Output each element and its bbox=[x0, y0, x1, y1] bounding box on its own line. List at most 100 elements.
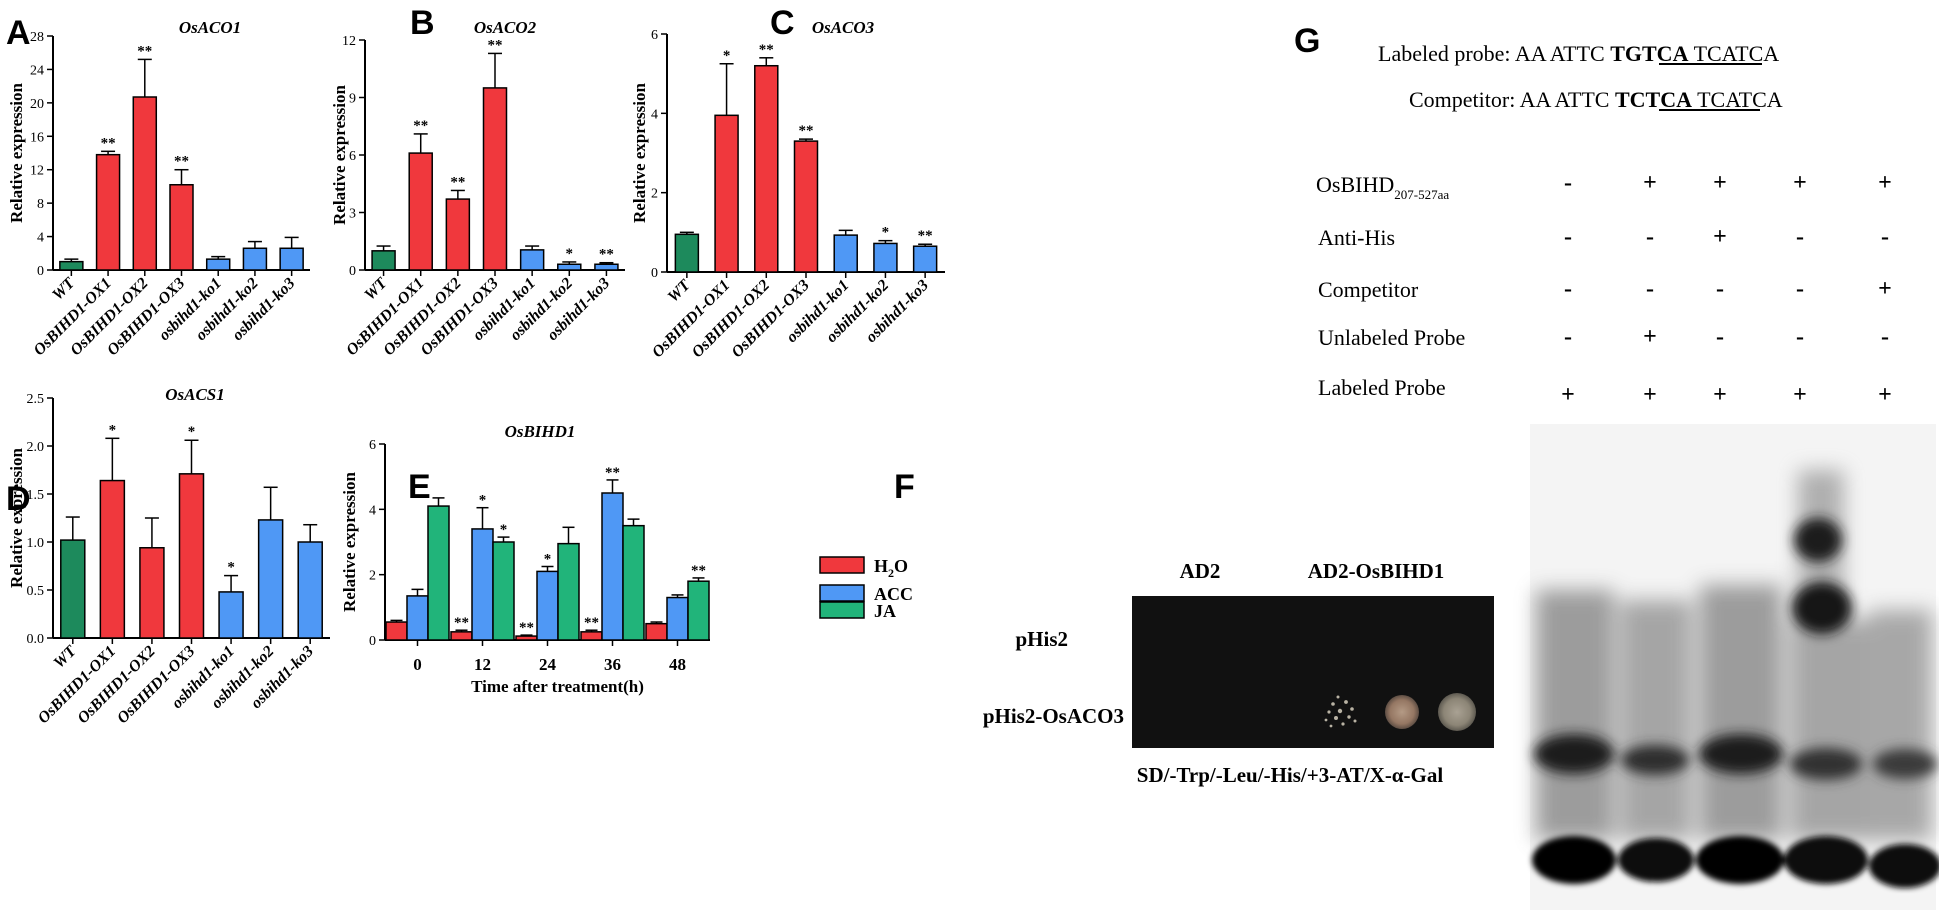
bar bbox=[178, 473, 205, 639]
significance-mark: ** bbox=[454, 615, 469, 631]
x-axis-label: Time after treatment(h) bbox=[471, 677, 644, 696]
significance-mark: ** bbox=[605, 465, 620, 481]
y-tick-label: 12 bbox=[30, 164, 44, 179]
significance-mark: ** bbox=[519, 620, 534, 636]
bar bbox=[471, 528, 494, 641]
legend-label-acc: ACC bbox=[874, 584, 913, 604]
bar bbox=[622, 524, 645, 641]
plus-sign: + bbox=[1878, 382, 1892, 408]
bar bbox=[445, 198, 471, 271]
plus-sign: + bbox=[1643, 170, 1657, 196]
significance-mark: * bbox=[479, 493, 487, 509]
y-tick-label: 0 bbox=[651, 266, 658, 281]
f-col-label-ad2: AD2 bbox=[1180, 559, 1221, 583]
significance-mark: ** bbox=[918, 228, 933, 244]
bar bbox=[371, 250, 396, 271]
bar bbox=[557, 263, 582, 271]
g-row-label-unlabeled-probe: Unlabeled Probe bbox=[1318, 325, 1465, 350]
panel-g-emsa: Labeled probe: AA ATTC TGTCA TCATCA Comp… bbox=[1316, 41, 1939, 910]
y-tick-label: 0 bbox=[349, 264, 356, 279]
bar bbox=[519, 249, 545, 271]
minus-sign: - bbox=[1716, 276, 1724, 302]
y-tick-label: 4 bbox=[37, 231, 44, 246]
chart-osaco1: OsACO1 0 4 8 12 16 20 24 28 Relative expression WT… bbox=[7, 18, 310, 359]
g-row-label-labeled-probe: Labeled Probe bbox=[1318, 375, 1446, 400]
significance-mark: ** bbox=[137, 43, 152, 59]
bar bbox=[645, 622, 668, 641]
bar bbox=[912, 245, 938, 273]
y-tick-label: 2.5 bbox=[27, 392, 45, 407]
f-row-label-phis2-osaco3: pHis2-OsACO3 bbox=[983, 704, 1124, 728]
bar bbox=[793, 140, 819, 273]
y-tick-label: 3 bbox=[349, 207, 356, 222]
y-tick-label: 6 bbox=[369, 438, 376, 453]
bar bbox=[205, 258, 231, 271]
significance-mark: ** bbox=[413, 118, 428, 134]
y-axis-label: Relative expression bbox=[7, 82, 26, 222]
chart-title: OsACO3 bbox=[812, 18, 875, 37]
bar bbox=[60, 539, 86, 639]
panel-label-f: F bbox=[894, 468, 915, 506]
bar bbox=[385, 621, 408, 641]
bar bbox=[873, 242, 898, 273]
yeast-colony-dilution-3 bbox=[1438, 693, 1476, 731]
significance-mark: * bbox=[188, 424, 196, 440]
y-tick-label: 0 bbox=[369, 634, 376, 649]
y-tick-label: 4 bbox=[369, 503, 376, 518]
significance-mark: ** bbox=[691, 563, 706, 579]
bar bbox=[594, 263, 619, 271]
g-row-signs-anti-his: - - + - - bbox=[1564, 224, 1889, 250]
legend-e: H2O ACC JA bbox=[819, 556, 913, 621]
bar bbox=[666, 596, 689, 641]
bar bbox=[169, 184, 194, 271]
plus-sign: + bbox=[1713, 170, 1727, 196]
yeast-plate-image bbox=[1132, 596, 1494, 748]
chart-title: OsACO1 bbox=[179, 18, 241, 37]
g-row-signs-competitor: - - - - + bbox=[1564, 276, 1892, 302]
g-labeled-probe-sequence: Labeled probe: AA ATTC TGTCA TCATCA bbox=[1378, 41, 1779, 66]
g-competitor-sequence: Competitor: AA ATTC TCTCA TCATCA bbox=[1409, 87, 1783, 112]
g-row-label-osbihd: OsBIHD207-527aa bbox=[1316, 172, 1449, 202]
plus-sign: + bbox=[1878, 170, 1892, 196]
significance-mark: * bbox=[544, 552, 552, 568]
bar bbox=[427, 505, 450, 641]
bar bbox=[754, 64, 779, 273]
legend-swatch-h2o bbox=[819, 556, 865, 574]
x-tick-label: 24 bbox=[539, 655, 557, 674]
x-tick-label: 36 bbox=[604, 655, 621, 674]
significance-mark: ** bbox=[584, 615, 599, 631]
y-tick-label: 28 bbox=[30, 30, 44, 45]
chart-osacs1: OsACS1 0.0 0.5 1.0 1.5 2.0 2.5 Relative express… bbox=[7, 385, 330, 727]
significance-mark: ** bbox=[488, 37, 503, 53]
plus-sign: + bbox=[1793, 170, 1807, 196]
y-tick-label: 24 bbox=[30, 63, 44, 78]
significance-mark: ** bbox=[759, 42, 774, 58]
y-tick-label: 0.5 bbox=[27, 584, 45, 599]
minus-sign: - bbox=[1564, 170, 1572, 196]
panel-label-e: E bbox=[408, 468, 431, 506]
significance-mark: ** bbox=[599, 247, 614, 263]
bar bbox=[99, 479, 126, 639]
x-tick-label: 0 bbox=[413, 655, 422, 674]
bar bbox=[139, 547, 165, 639]
minus-sign: - bbox=[1646, 276, 1654, 302]
bar bbox=[257, 519, 284, 639]
bar bbox=[59, 260, 84, 271]
g-row-label-anti-his: Anti-His bbox=[1318, 225, 1395, 250]
y-tick-label: 2.0 bbox=[27, 440, 45, 455]
bar bbox=[492, 541, 515, 641]
minus-sign: - bbox=[1796, 324, 1804, 350]
bar bbox=[674, 233, 700, 273]
panel-label-b: B bbox=[410, 4, 435, 42]
bar bbox=[601, 492, 624, 641]
x-tick-label: WT bbox=[361, 274, 391, 304]
x-tick-label: 12 bbox=[474, 655, 491, 674]
plus-sign: + bbox=[1713, 224, 1727, 250]
bar bbox=[279, 247, 304, 271]
plus-sign: + bbox=[1713, 382, 1727, 408]
bar bbox=[687, 580, 710, 641]
y-axis-label: Relative expression bbox=[340, 471, 359, 611]
